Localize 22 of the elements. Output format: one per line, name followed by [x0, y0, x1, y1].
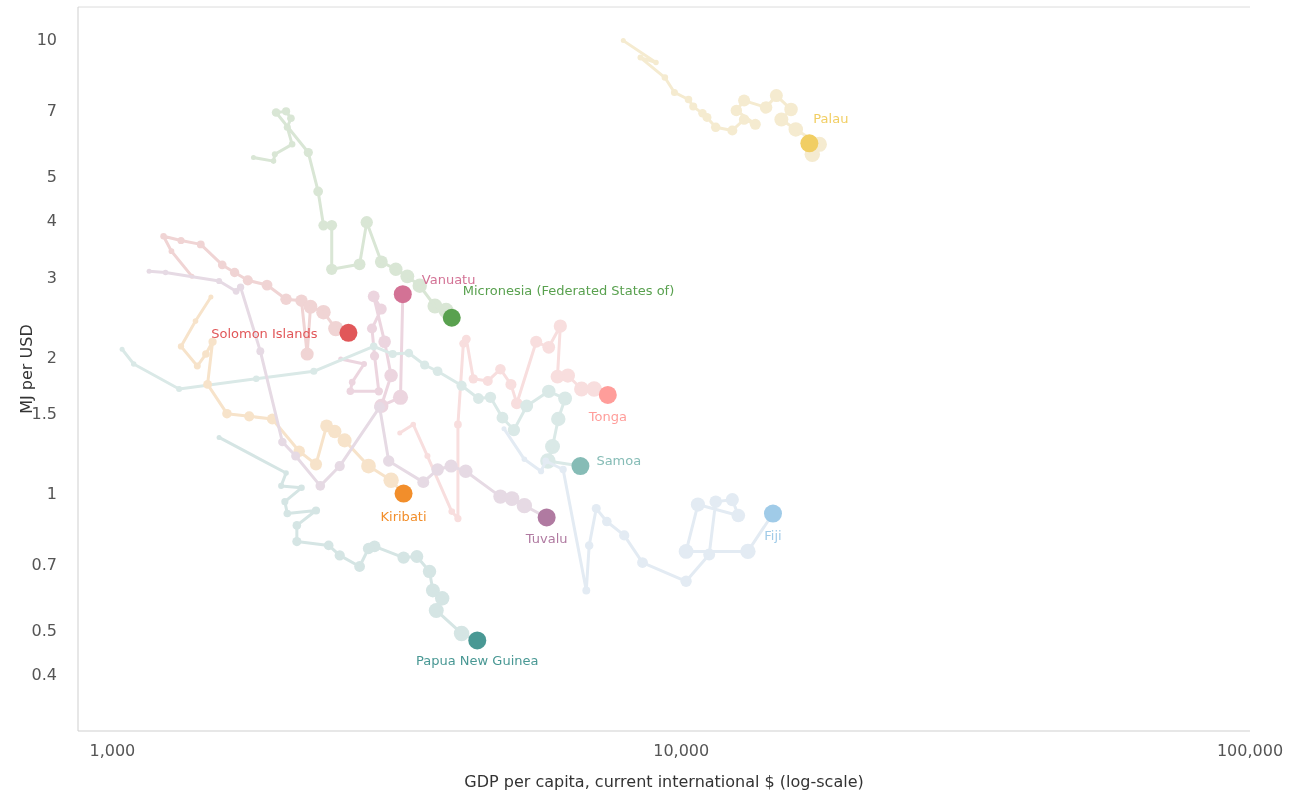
y-tick-label: 1 [46, 484, 57, 504]
y-tick-label: 0.7 [31, 554, 57, 574]
y-tick-label: 5 [46, 166, 57, 186]
series-label: Papua New Guinea [416, 653, 539, 669]
series-label: Fiji [764, 527, 782, 543]
y-tick-label: 0.4 [31, 664, 57, 684]
x-tick-label: 100,000 [1216, 741, 1284, 760]
x-tick-label: 1,000 [89, 741, 136, 760]
y-tick-label: 0.5 [31, 620, 57, 640]
y-tick-label: 3 [46, 267, 57, 287]
y-tick-label: 2 [46, 347, 57, 367]
y-tick-label: 7 [46, 100, 57, 120]
series-label: Tonga [587, 408, 627, 424]
x-axis-title: GDP per capita, current international $ (log-scale) [464, 772, 864, 791]
series-label: Samoa [596, 453, 642, 469]
series-label: Tuvalu [524, 531, 568, 547]
x-tick-label: 10,000 [653, 741, 710, 760]
y-tick-label: 10 [36, 30, 57, 50]
series-label: Kiribati [380, 508, 427, 524]
series-label: Solomon Islands [211, 325, 318, 341]
y-tick-label: 4 [46, 210, 57, 230]
series-label: Palau [813, 111, 849, 127]
